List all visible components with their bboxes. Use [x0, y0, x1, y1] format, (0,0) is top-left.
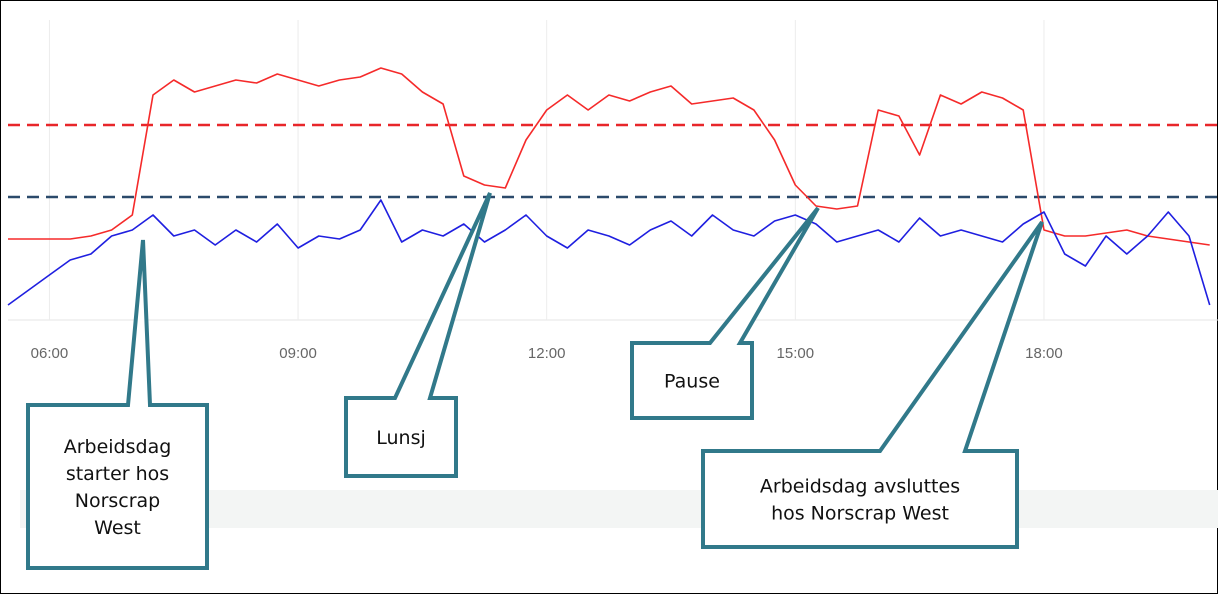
- callout-text: Arbeidsdag: [64, 436, 172, 458]
- callout-text: starter hos: [66, 463, 169, 485]
- callout-text: West: [94, 517, 141, 539]
- callout: [344, 192, 492, 478]
- series-line: [7, 199, 1211, 306]
- callout: [701, 220, 1044, 549]
- x-tick-label: 09:00: [279, 345, 317, 362]
- x-tick-label: 15:00: [777, 345, 815, 362]
- callout-text: hos Norscrap West: [771, 503, 949, 525]
- series-line: [8, 67, 1210, 246]
- callout-text: Arbeidsdag avsluttes: [760, 476, 960, 498]
- callout-text: Pause: [664, 371, 720, 393]
- callout: [26, 239, 209, 570]
- x-tick-label: 18:00: [1025, 345, 1063, 362]
- callout-text: Norscrap: [75, 490, 161, 512]
- callout-text: Lunsj: [376, 427, 426, 449]
- x-tick-label: 06:00: [31, 345, 69, 362]
- x-tick-label: 12:00: [528, 345, 566, 362]
- callout: [630, 206, 820, 420]
